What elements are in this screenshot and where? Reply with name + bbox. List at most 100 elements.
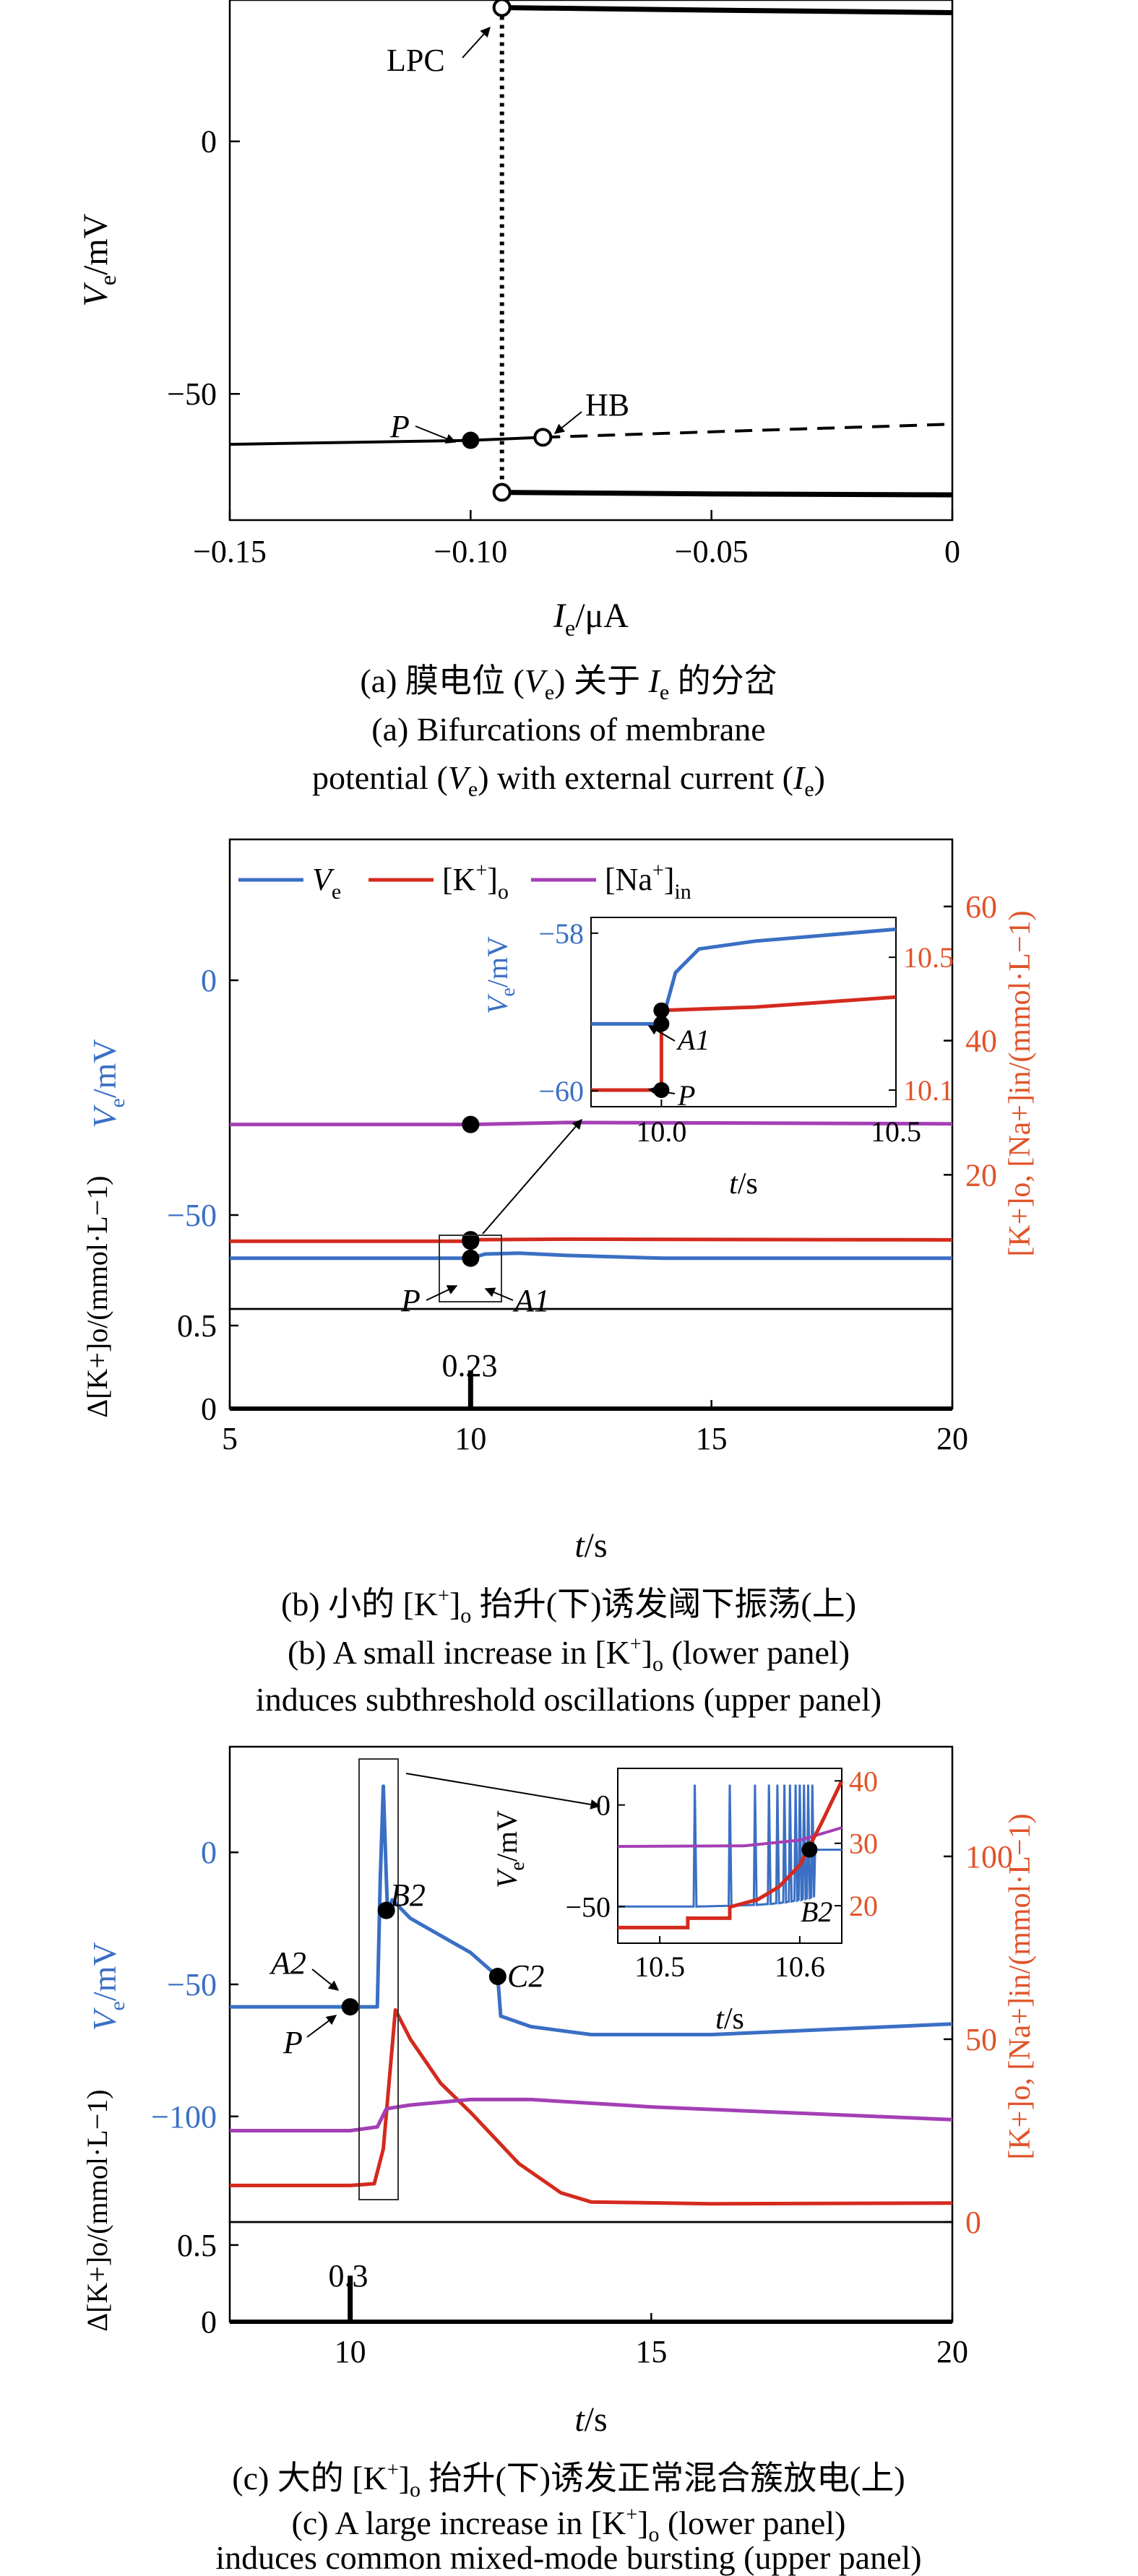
- panel-b-lower-y-label: Δ[K+]o/(mmol·L−1): [81, 1175, 113, 1417]
- panel-a: −0.15 −0.10 −0.05 0 0 −50 LPC P HB Ve/mV Ie/…: [77, 0, 960, 801]
- panel-b-inset-content: 10.0 10.5 −58 −60 10.5 10.1: [538, 917, 954, 1148]
- series-stable-rest: [229, 436, 543, 446]
- panel-b-right-y-label: [K+]o, [Na+]in/(mmol·L−1): [1004, 910, 1037, 1256]
- open-marker: [492, 483, 512, 502]
- panel-c-upper-y-label: Ve/mV: [86, 1942, 129, 2031]
- panel-a-x-ticks: −0.15 −0.10 −0.05 0: [193, 510, 960, 569]
- panel-c-x-label: t/s: [574, 2400, 607, 2439]
- panel-c-inset-x-label: t/s: [715, 2002, 744, 2036]
- panel-b-caption-en-2: induces subthreshold oscillations (upper…: [256, 1681, 881, 1718]
- lower-y-tick-label: 0: [201, 1391, 217, 1427]
- left-y-tick-label: −50: [167, 1967, 217, 2002]
- panel-c-ticks: 10 15 20 0 −50 −100 0 50 100 0 0.5: [151, 1835, 1013, 2369]
- panel-b-arrow-p: [426, 1285, 458, 1301]
- panel-b-inset: 10.0 10.5 −58 −60 10.5 10.1 A1 P Ve/mV t/s: [481, 917, 954, 1201]
- series-line-nain: [230, 2097, 953, 2132]
- panel-b-inset-frame: [590, 917, 897, 1107]
- panel-b-inset-arrow-p: [647, 1086, 676, 1096]
- inset-series-na: [617, 1826, 842, 1848]
- inset-left-y-tick-label: −50: [565, 1890, 611, 1923]
- left-y-tick-label: −100: [151, 2099, 217, 2135]
- panel-b-label-a1: A1: [512, 1283, 550, 1318]
- panel-c-caption-zh: (c) 大的 [K+]o 抬升(下)诱发正常混合簇放电(上): [232, 2459, 905, 2502]
- panel-c-points: [341, 1901, 507, 2016]
- right-y-tick-label: 60: [965, 889, 997, 925]
- panel-c-lower-y-label: Δ[K+]o/(mmol·L−1): [81, 2089, 113, 2331]
- panel-b-caption-zh: (b) 小的 [K+]o 抬升(下)诱发阈下振荡(上): [281, 1585, 856, 1628]
- x-tick-label: 0: [944, 534, 960, 569]
- panel-b-inset-arrow-a1: [647, 1025, 676, 1042]
- panel-a-series: [229, 5, 953, 498]
- inset-right-y-tick-label: 10.1: [903, 1074, 954, 1107]
- point-marker: [462, 1115, 480, 1133]
- panel-c: 10 15 20 0 −50 −100 0 50 100 0 0.5 A2 P B2 C2 10.5…: [81, 1745, 1037, 2576]
- point-marker: [488, 1968, 507, 1986]
- point-marker: [341, 1998, 359, 2016]
- inset-right-y-tick-label: 20: [849, 1890, 878, 1922]
- x-tick-label: 20: [936, 2334, 968, 2369]
- inset-point-marker: [653, 1002, 670, 1019]
- panel-b-points: [462, 1115, 480, 1267]
- panel-b-upper-y-label: Ve/mV: [86, 1039, 129, 1128]
- panel-c-inset-y-label: Ve/mV: [491, 1810, 529, 1888]
- panel-b-series: [230, 1120, 953, 1411]
- panel-c-upper-axes-frame: [228, 1745, 954, 2223]
- panel-c-arrow-p: [306, 2015, 337, 2038]
- series-unstable-rest: [543, 423, 953, 439]
- inset-x-tick-label: 10.0: [636, 1115, 686, 1148]
- panel-b-pulse-label: 0.23: [442, 1348, 498, 1383]
- panel-b-inset-label-a1: A1: [676, 1024, 710, 1056]
- filled-marker: [462, 431, 480, 449]
- legend-label-na: [Na+]in: [605, 860, 691, 904]
- y-tick-label: 0: [201, 124, 217, 160]
- panel-c-label-p: P: [283, 2025, 303, 2060]
- panel-b-label-p: P: [400, 1283, 421, 1318]
- inset-point-marker: [801, 1841, 818, 1858]
- point-marker: [377, 1901, 395, 1919]
- panel-b-arrow-a1: [484, 1287, 514, 1301]
- x-tick-label: 10: [335, 2334, 366, 2369]
- inset-left-y-tick-label: 0: [596, 1789, 611, 1822]
- lower-y-tick-label: 0.5: [177, 1308, 217, 1344]
- panel-a-arrow-lpc: [462, 26, 491, 59]
- panel-b-x-label: t/s: [574, 1526, 607, 1565]
- panel-b-zoom-arrow: [482, 1118, 582, 1235]
- left-y-tick-label: −50: [167, 1198, 217, 1233]
- lower-y-tick-label: 0.5: [177, 2228, 217, 2263]
- point-marker: [462, 1249, 480, 1267]
- panel-b: Ve [K+]o [Na+]in 5 10 15 20 0 −50 20 40 60 0 0.5 P…: [81, 838, 1037, 1718]
- panel-a-caption-en-1: (a) Bifurcations of membrane: [371, 711, 765, 748]
- inset-series-ve: [591, 927, 897, 1026]
- x-tick-label: 20: [936, 1421, 968, 1456]
- panel-a-label-lpc: LPC: [387, 43, 445, 78]
- left-y-tick-label: 0: [201, 963, 217, 998]
- inset-right-y-tick-label: 30: [849, 1828, 878, 1860]
- panel-a-caption-zh: (a) 膜电位 (Ve) 关于 Ie 的分岔: [360, 662, 777, 704]
- panel-a-caption-en-2: potential (Ve) with external current (Ie…: [312, 759, 825, 801]
- panel-b-lower-axes-frame: [228, 1308, 954, 1410]
- x-tick-label: −0.15: [193, 534, 267, 569]
- series-line-ko: [230, 1237, 953, 1243]
- panel-c-inset-label-b2: B2: [801, 1896, 832, 1928]
- panel-a-special-points: [462, 0, 553, 502]
- panel-a-y-axis-label: Ve/mV: [77, 213, 121, 306]
- panel-b-inset-y-label: Ve/mV: [481, 936, 520, 1014]
- panel-a-label-p: P: [389, 409, 410, 444]
- panel-c-inset: 10.5 10.6 0 −50 20 30 40 B2 Ve/mV t/s: [491, 1765, 878, 2036]
- panel-c-caption-en-2: induces common mixed-mode bursting (uppe…: [215, 2539, 921, 2576]
- panel-c-label-a2: A2: [269, 1945, 306, 1981]
- point-marker: [462, 1231, 480, 1249]
- panel-c-caption-en-1: (c) A large increase in [K+]o (lower pan…: [292, 2504, 846, 2546]
- series-line-ve: [230, 1784, 953, 2036]
- inset-x-tick-label: 10.5: [634, 1950, 685, 1983]
- inset-left-y-tick-label: −58: [538, 917, 584, 950]
- panel-c-label-b2: B2: [390, 1877, 426, 1913]
- panel-c-series: [230, 1784, 953, 2324]
- panel-c-label-c2: C2: [507, 1958, 544, 1994]
- right-y-tick-label: 20: [965, 1157, 997, 1193]
- panel-c-zoom-arrow: [405, 1773, 601, 1810]
- right-y-tick-label: 50: [965, 2022, 997, 2057]
- panel-b-caption-en-1: (b) A small increase in [K+]o (lower pan…: [288, 1633, 850, 1676]
- panel-c-arrow-a2: [311, 1968, 340, 1991]
